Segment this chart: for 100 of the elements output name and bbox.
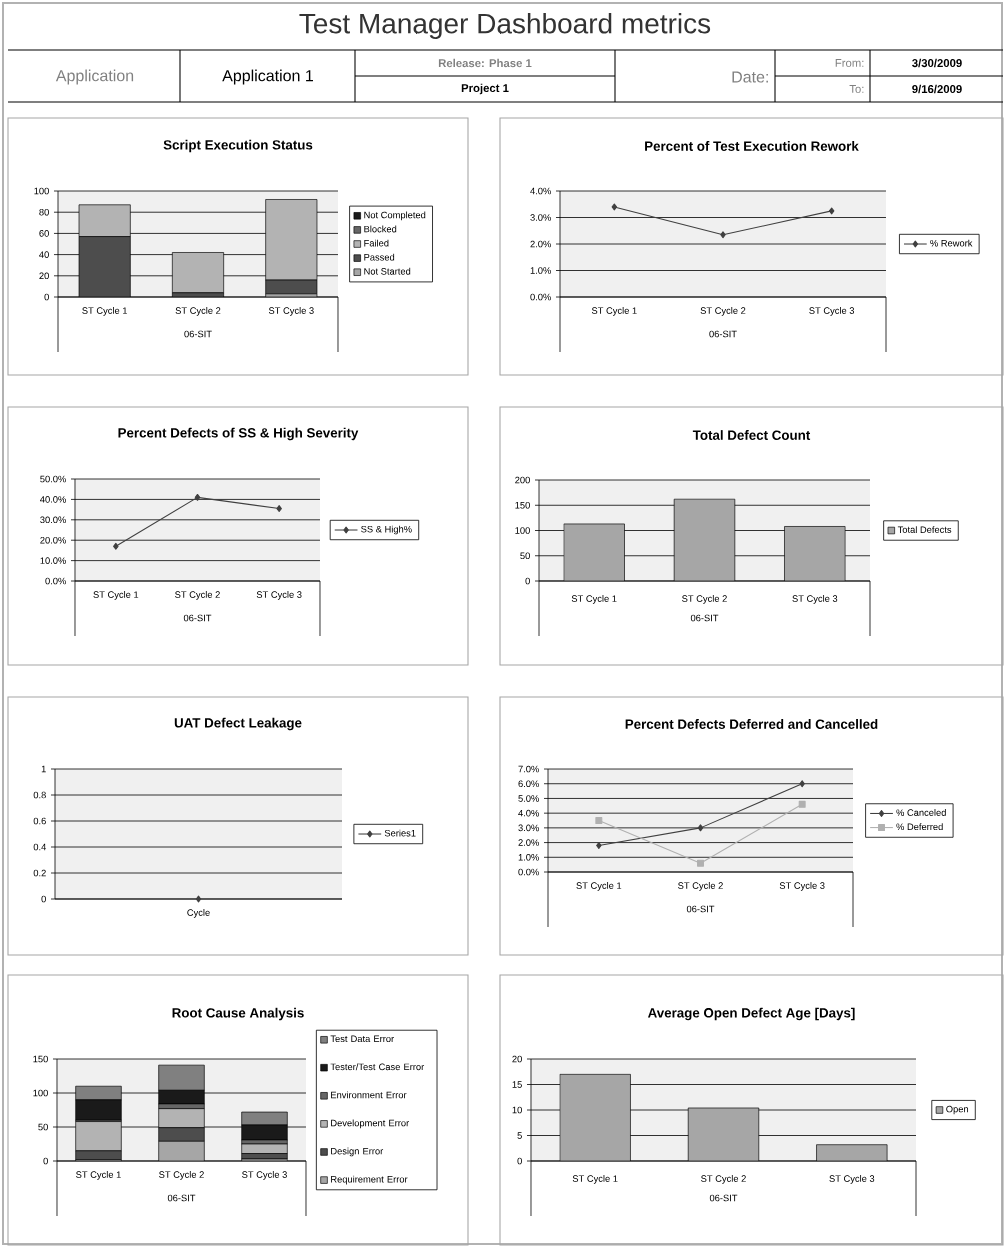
- y-tick-label: 15: [512, 1081, 522, 1088]
- y-tick-label: 0.4: [33, 843, 47, 851]
- legend-label: Total Defects: [897, 526, 952, 533]
- legend-label: Not Completed: [364, 211, 426, 221]
- y-tick-label: 6.0%: [518, 780, 539, 788]
- x-tick-label: Cycle: [187, 909, 210, 918]
- legend-label: Series1: [384, 829, 416, 837]
- x-axis-title: 06-SIT: [183, 614, 212, 622]
- y-tick-label: 0.0%: [530, 293, 551, 301]
- y-tick-label: 50: [38, 1123, 48, 1131]
- y-tick-label: 10: [512, 1106, 522, 1114]
- y-tick-label: 200: [515, 476, 530, 484]
- x-tick-label: ST Cycle 3: [242, 1171, 287, 1180]
- y-tick-label: 30.0%: [40, 516, 66, 524]
- y-tick-label: 60: [39, 230, 49, 237]
- y-tick-label: 40: [39, 251, 49, 258]
- x-axis-title: 06-SIT: [167, 1194, 196, 1202]
- y-tick-label: 20.0%: [40, 536, 66, 544]
- x-tick-label: ST Cycle 2: [175, 307, 221, 316]
- y-tick-label: 4.0%: [518, 809, 539, 817]
- y-tick-label: 0.0%: [518, 868, 539, 876]
- x-tick-label: ST Cycle 3: [829, 1175, 875, 1184]
- x-tick-label: ST Cycle 2: [175, 591, 220, 600]
- y-tick-label: 100: [33, 1089, 48, 1097]
- y-tick-label: 0: [41, 895, 46, 903]
- x-tick-label: ST Cycle 3: [792, 595, 838, 604]
- x-tick-label: ST Cycle 3: [779, 882, 825, 891]
- y-tick-label: 20: [39, 272, 49, 280]
- legend-label: Open: [946, 1105, 969, 1115]
- legend-label: Requirement Error: [331, 1175, 408, 1185]
- y-tick-label: 7.0%: [518, 765, 539, 773]
- legend-label: Failed: [364, 239, 389, 247]
- legend-label: Passed: [364, 253, 395, 261]
- x-tick-label: ST Cycle 3: [809, 307, 855, 316]
- chart-title: Percent of Test Execution Rework: [645, 141, 859, 151]
- text: Application 1: [222, 69, 313, 85]
- chart-title: Total Defect Count: [692, 430, 811, 440]
- y-tick-label: 10.0%: [40, 557, 66, 564]
- legend-label: SS & High%: [361, 525, 412, 535]
- y-tick-label: 0: [44, 293, 49, 301]
- legend-label: Blocked: [364, 225, 397, 233]
- y-tick-label: 0.0%: [45, 577, 66, 585]
- y-tick-label: 1.0%: [530, 267, 551, 274]
- y-tick-label: 3.0%: [530, 214, 551, 221]
- y-tick-label: 0.2: [33, 869, 46, 877]
- text: From:: [835, 59, 864, 67]
- y-tick-label: 4.0%: [530, 187, 551, 195]
- x-tick-label: ST Cycle 1: [76, 1171, 121, 1180]
- legend-label: % Canceled: [896, 809, 946, 816]
- x-axis-title: 06-SIT: [690, 614, 719, 622]
- x-axis-title: 06-SIT: [686, 905, 715, 913]
- x-tick-label: ST Cycle 1: [576, 882, 622, 891]
- chart-title: Percent Defects of SS & High Severity: [118, 427, 359, 441]
- y-tick-label: 50.0%: [40, 475, 66, 483]
- x-tick-label: ST Cycle 3: [268, 307, 314, 316]
- legend-label: Test Data Error: [330, 1035, 394, 1043]
- chart-title: Average Open Defect Age [Days]: [647, 1007, 855, 1021]
- x-tick-label: ST Cycle 1: [571, 595, 617, 604]
- y-tick-label: 100: [515, 527, 530, 534]
- y-tick-label: 3.0%: [518, 824, 539, 832]
- y-tick-label: 150: [515, 501, 530, 509]
- chart-title: Script Execution Status: [163, 139, 313, 153]
- x-tick-label: ST Cycle 1: [82, 307, 128, 316]
- y-tick-label: 0: [517, 1157, 522, 1165]
- legend-label: Development Error: [331, 1119, 410, 1129]
- x-tick-label: ST Cycle 2: [682, 595, 727, 604]
- x-tick-label: ST Cycle 1: [572, 1175, 618, 1184]
- y-tick-label: 0: [43, 1157, 48, 1165]
- y-tick-label: 5.0%: [518, 795, 539, 802]
- text: 9/16/2009: [912, 84, 962, 94]
- x-tick-label: ST Cycle 2: [678, 882, 723, 891]
- legend-label: % Rework: [930, 239, 973, 247]
- y-tick-label: 2.0%: [518, 839, 539, 846]
- y-tick-label: 1.0%: [518, 854, 539, 861]
- y-tick-label: 0.6: [33, 817, 46, 825]
- x-tick-label: ST Cycle 2: [159, 1171, 204, 1180]
- text: To:: [849, 85, 864, 93]
- legend-label: Not Started: [364, 267, 411, 275]
- x-tick-label: ST Cycle 2: [701, 1175, 746, 1184]
- x-axis-title: 06-SIT: [709, 1194, 738, 1202]
- y-tick-label: 100: [34, 187, 49, 195]
- y-tick-label: 0.8: [33, 791, 46, 799]
- y-tick-label: 50: [520, 552, 530, 560]
- x-tick-label: ST Cycle 2: [700, 307, 746, 316]
- x-tick-label: ST Cycle 1: [591, 307, 637, 316]
- text: Date:: [732, 71, 768, 83]
- legend-label: Environment Error: [331, 1091, 407, 1099]
- y-tick-label: 40.0%: [40, 496, 66, 503]
- chart-title: UAT Defect Leakage: [174, 717, 302, 731]
- y-tick-label: 0: [525, 577, 530, 585]
- text: Test Manager Dashboard metrics: [299, 12, 711, 40]
- y-tick-label: 80: [39, 208, 49, 216]
- text: Release: Phase 1: [438, 58, 532, 68]
- text: 3/30/2009: [912, 58, 962, 68]
- chart-title: Percent Defects Deferred and Cancelled: [625, 719, 878, 729]
- text: Application: [55, 69, 134, 85]
- x-axis-title: 06-SIT: [709, 330, 737, 338]
- y-tick-label: 5: [517, 1132, 522, 1139]
- y-tick-label: 150: [33, 1055, 48, 1063]
- legend-label: Tester/Test Case Error: [330, 1063, 425, 1071]
